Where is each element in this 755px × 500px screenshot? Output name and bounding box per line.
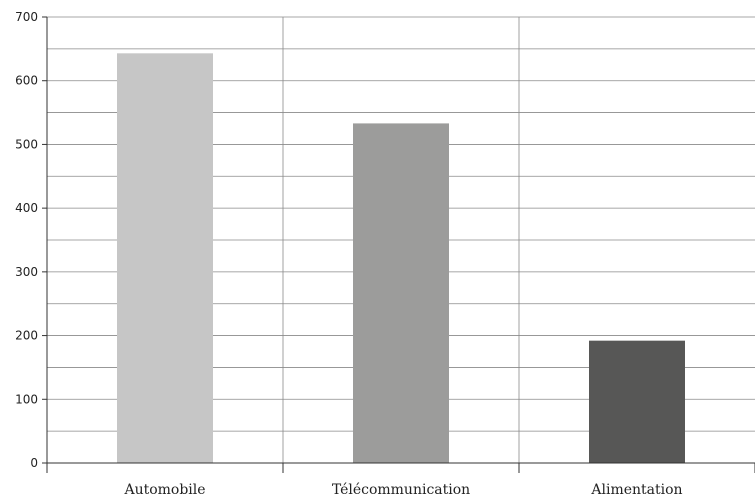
x-category-label: Alimentation (590, 482, 682, 498)
bar-layer (117, 53, 685, 464)
x-category-label: Télécommunication (332, 482, 470, 498)
y-tick-label: 400 (15, 201, 38, 215)
bar-t-l-communication (353, 123, 449, 463)
y-tick-label: 700 (15, 10, 38, 24)
y-tick-label: 200 (15, 329, 38, 343)
bar-automobile (117, 53, 213, 464)
y-tick-label: 600 (15, 74, 38, 88)
y-tick-label: 500 (15, 137, 38, 151)
y-tick-label: 100 (15, 392, 38, 406)
bar-alimentation (589, 340, 685, 463)
y-tick-label: 300 (15, 265, 38, 279)
label-layer: 0 100 200 300 400 500 600 700 Automobile Télécomm… (15, 10, 682, 498)
axis-layer (42, 16, 755, 473)
x-category-label: Automobile (123, 482, 205, 498)
y-tick-label: 0 (30, 456, 38, 470)
